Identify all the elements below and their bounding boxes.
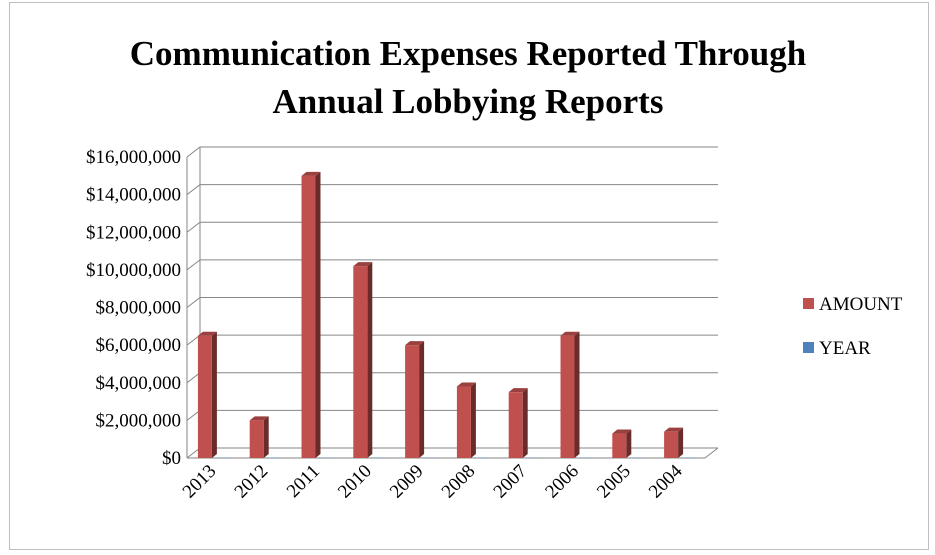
y-tick-label: $0 — [162, 448, 181, 469]
chart-title-line-2: Annual Lobbying Reports — [272, 82, 664, 121]
y-tick-label: $4,000,000 — [96, 373, 182, 394]
legend-label-amount: AMOUNT — [819, 294, 903, 315]
chart-title: Communication Expenses Reported Through … — [9, 30, 927, 126]
bar-amount-side — [419, 341, 425, 458]
gridlines — [186, 146, 719, 459]
y-tick-label: $6,000,000 — [96, 335, 182, 356]
legend-swatch-year — [803, 342, 814, 353]
bar-amount-2008 — [456, 386, 471, 458]
bar-amount-2006 — [560, 335, 575, 458]
y-tick-label: $10,000,000 — [86, 260, 181, 281]
bar-amount-side — [263, 416, 269, 458]
gridline — [186, 372, 718, 384]
y-tick-label: $14,000,000 — [86, 185, 181, 206]
floor-edge — [704, 447, 719, 459]
bar-amount-2013 — [197, 335, 212, 458]
bar-amount-2007 — [508, 392, 523, 458]
bar-amount-2004 — [664, 431, 679, 458]
gridline — [186, 146, 718, 158]
chart-frame — [9, 2, 929, 550]
bar-amount-side — [367, 262, 373, 458]
bar-amount-top — [456, 382, 476, 387]
x-tick-label: 2013 — [179, 461, 221, 503]
x-tick-label: 2012 — [231, 461, 273, 503]
bar-amount-2011 — [301, 175, 316, 458]
bar-amount-side — [574, 331, 580, 458]
bar-amount-2009 — [405, 345, 420, 458]
gridline — [186, 184, 718, 196]
x-axis-ticks: 2013 2012 2011 2010 2009 2008 2007 2006 2005 2004 — [179, 460, 687, 502]
bar-amount-top — [353, 262, 373, 267]
bar-amount-side — [470, 382, 476, 458]
bar-amount-top — [560, 331, 580, 336]
bar-amount-2010 — [353, 266, 368, 458]
x-tick-label: 2006 — [541, 461, 583, 503]
gridline — [186, 334, 718, 346]
x-tick-label: 2004 — [645, 460, 687, 502]
bar-amount-side — [678, 427, 684, 458]
bar-amount-top — [612, 429, 632, 434]
bar-amount-side — [315, 171, 321, 458]
y-tick-label: $8,000,000 — [96, 298, 182, 319]
legend: AMOUNT YEAR — [803, 294, 903, 359]
bar-amount-top — [249, 416, 269, 421]
bar-amount-top — [405, 341, 425, 346]
bar-amount-top — [664, 427, 684, 432]
legend-swatch-amount — [803, 298, 814, 309]
x-tick-label: 2010 — [334, 461, 376, 503]
gridline — [186, 221, 718, 233]
x-tick-label: 2005 — [593, 461, 635, 503]
x-tick-label: 2008 — [438, 461, 480, 503]
gridline — [186, 259, 718, 271]
x-tick-label: 2007 — [490, 461, 532, 503]
bar-amount-top — [197, 331, 217, 336]
legend-label-year: YEAR — [819, 338, 871, 359]
bar-amount-side — [522, 388, 528, 458]
x-tick-label: 2009 — [386, 461, 428, 503]
x-tick-label: 2011 — [283, 461, 324, 502]
y-tick-label: $2,000,000 — [96, 410, 182, 431]
bar-amount-2012 — [249, 420, 264, 458]
gridline — [186, 297, 718, 308]
bar-amount-side — [626, 429, 632, 458]
chart-title-line-1: Communication Expenses Reported Through — [129, 34, 807, 73]
bar-amount-side — [211, 331, 217, 458]
y-axis-ticks: $0 $2,000,000 $4,000,000 $6,000,000 $8,000,0… — [86, 147, 181, 469]
y-tick-label: $16,000,000 — [86, 147, 181, 168]
bar-amount-top — [508, 388, 528, 393]
bar-amount-top — [301, 171, 321, 176]
bar-amount-2005 — [612, 433, 627, 458]
y-tick-label: $12,000,000 — [86, 222, 181, 243]
bars — [197, 171, 696, 458]
